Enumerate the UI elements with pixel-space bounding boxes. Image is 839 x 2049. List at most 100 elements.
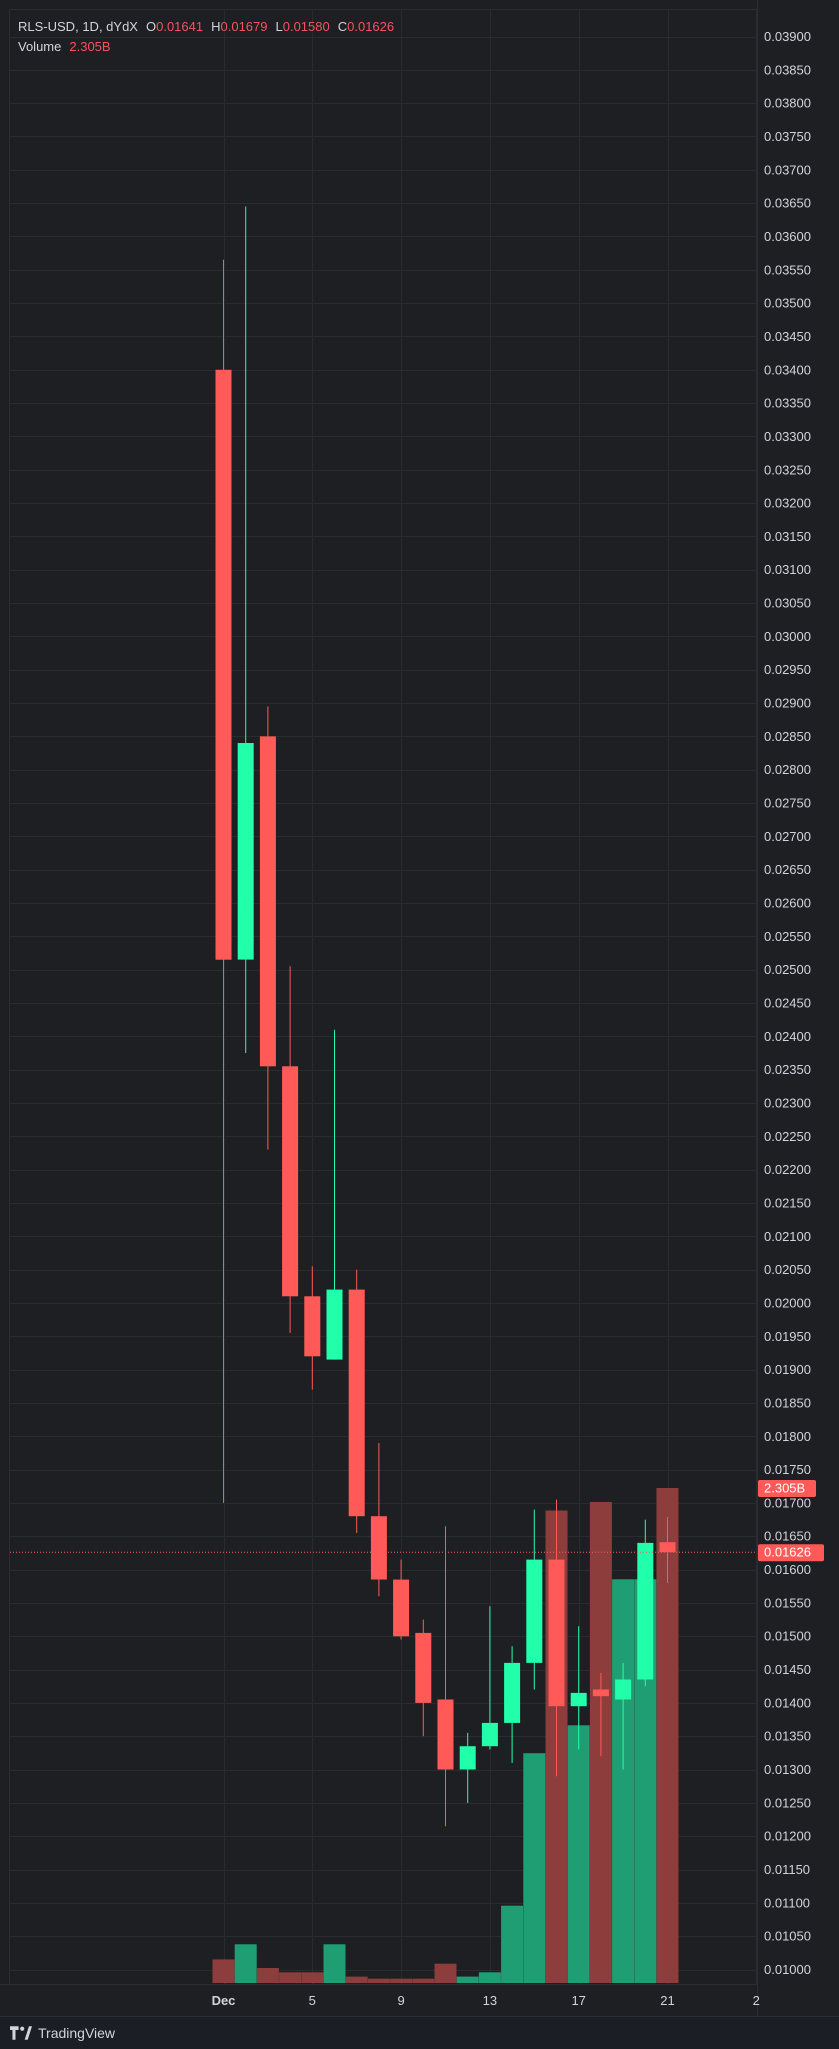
candle-body [592, 1689, 609, 1697]
candles [215, 206, 676, 1827]
price-tick-label: 0.02900 [764, 696, 811, 711]
legend-volume-row: Volume 2.305B [18, 37, 394, 57]
legend-symbol: RLS-USD [18, 19, 76, 34]
legend-volume-label: Volume [18, 39, 62, 54]
gridlines [10, 10, 757, 1984]
price-tick-label: 0.03000 [764, 629, 811, 644]
price-tick-label: 0.01900 [764, 1362, 811, 1377]
price-tick-label: 0.03100 [764, 562, 811, 577]
price-tick-label: 0.02500 [764, 962, 811, 977]
legend-volume-value: 2.305B [69, 39, 111, 54]
volume-bar [234, 1944, 257, 1983]
legend-open-label: O [145, 19, 157, 34]
price-tick-label: 0.03600 [764, 229, 811, 244]
price-tick-label: 0.02750 [764, 796, 811, 811]
time-tick-label: Dec [212, 1993, 236, 2008]
legend-close-label: C [337, 19, 348, 34]
price-tick-label: 0.02200 [764, 1162, 811, 1177]
price-tick-label: 0.01350 [764, 1729, 811, 1744]
price-tick-label: 0.03250 [764, 462, 811, 477]
volume-bar [367, 1978, 390, 1983]
legend-interval: 1D [82, 19, 99, 34]
candle-body [326, 1289, 343, 1360]
price-tick-label: 0.02150 [764, 1196, 811, 1211]
candle-body [437, 1699, 454, 1770]
candle-body [526, 1559, 543, 1663]
price-tick-label: 0.02050 [764, 1262, 811, 1277]
volume-bar [323, 1944, 346, 1983]
price-tick-label: 0.01250 [764, 1795, 811, 1810]
volume-bar [456, 1976, 479, 1983]
price-tick-label: 0.02350 [764, 1062, 811, 1077]
volume-bar [256, 1968, 279, 1983]
price-tick-label: 0.03750 [764, 129, 811, 144]
price-tick-label: 0.02800 [764, 762, 811, 777]
volume-bar [212, 1959, 235, 1983]
price-tick-label: 0.03400 [764, 362, 811, 377]
candle [393, 1559, 410, 1640]
time-axis: Dec 5 9 13 17 21 2 [212, 1993, 760, 2008]
candle [370, 1442, 387, 1597]
price-tick-label: 0.02450 [764, 996, 811, 1011]
volume-value-label: 2.305B [764, 1481, 805, 1496]
price-tick-label: 0.01950 [764, 1329, 811, 1344]
price-tick-label: 0.03550 [764, 262, 811, 277]
legend-low-label: L [275, 19, 283, 34]
price-tick-label: 0.01500 [764, 1629, 811, 1644]
candle [326, 1029, 343, 1360]
time-tick-label: 2 [753, 1993, 760, 2008]
candle [526, 1509, 543, 1690]
legend-open-value: 0.01641 [156, 19, 204, 34]
candle [304, 1266, 321, 1390]
price-tick-label: 0.01800 [764, 1429, 811, 1444]
candle-body [481, 1722, 498, 1747]
time-tick-label: 17 [571, 1993, 585, 2008]
price-tick-label: 0.02100 [764, 1229, 811, 1244]
time-tick-label: 21 [660, 1993, 674, 2008]
price-tick-label: 0.01200 [764, 1829, 811, 1844]
candle-body [504, 1662, 521, 1723]
volume-bar [656, 1488, 679, 1983]
price-tick-label: 0.02950 [764, 662, 811, 677]
price-tick-label: 0.02550 [764, 929, 811, 944]
candle [592, 1672, 609, 1757]
price-tick-label: 0.03300 [764, 429, 811, 444]
price-tick-label: 0.01100 [764, 1895, 810, 1910]
price-tick-label: 0.01550 [764, 1595, 811, 1610]
candle [437, 1526, 454, 1827]
price-tick-label: 0.03050 [764, 596, 811, 611]
price-tick-label: 0.02300 [764, 1096, 811, 1111]
candle [659, 1516, 676, 1583]
candle [548, 1499, 565, 1777]
volume-bar [634, 1579, 657, 1983]
price-tick-label: 0.02650 [764, 862, 811, 877]
legend-low-value: 0.01580 [282, 19, 330, 34]
candle-body [348, 1289, 365, 1517]
candle-body [215, 369, 232, 960]
volume-bar [301, 1972, 324, 1983]
candle [215, 259, 232, 1503]
candle-body [548, 1559, 565, 1707]
price-tick-label: 0.01650 [764, 1529, 811, 1544]
price-tick-label: 0.01700 [764, 1495, 811, 1510]
tradingview-brand-label: TradingView [38, 2025, 116, 2041]
price-tick-label: 0.03650 [764, 196, 811, 211]
chart-legend: RLS-USD, 1D, dYdX O0.01641 H0.01679 L0.0158… [18, 17, 394, 57]
price-tick-label: 0.01300 [764, 1762, 811, 1777]
volume-bar [501, 1905, 524, 1983]
price-tick-label: 0.03700 [764, 162, 811, 177]
price-tick-label: 0.02400 [764, 1029, 811, 1044]
volume-value-tag [758, 1480, 816, 1497]
candle-body [415, 1632, 432, 1703]
volume-bar [279, 1972, 302, 1983]
candle [615, 1662, 632, 1770]
candle-body [615, 1679, 632, 1700]
candle-body [370, 1516, 387, 1580]
legend-high-value: 0.01679 [220, 19, 268, 34]
tradingview-brand[interactable]: TradingView [10, 2024, 115, 2042]
price-tick-label: 0.02250 [764, 1129, 811, 1144]
time-tick-label: 5 [309, 1993, 316, 2008]
